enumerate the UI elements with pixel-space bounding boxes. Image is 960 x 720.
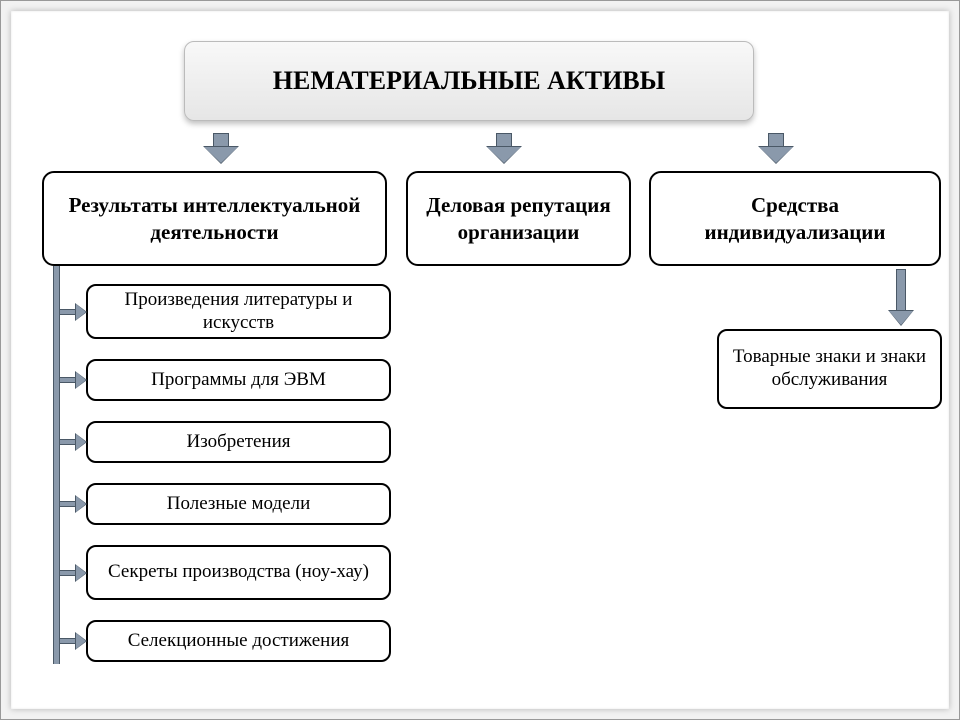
left-item-label: Секреты производства (ноу-хау) — [108, 561, 369, 584]
right-item-box: Товарные знаки и знаки обслуживания — [717, 329, 942, 409]
tree-trunk — [53, 266, 60, 664]
left-item-2: Изобретения — [86, 421, 391, 463]
left-item-label: Программы для ЭВМ — [151, 369, 326, 392]
category-label: Результаты интеллектуальной деятельности — [54, 192, 375, 245]
category-goodwill: Деловая репутация организации — [406, 171, 631, 266]
right-item-text: Товарные знаки и знаки обслуживания — [729, 346, 930, 392]
left-item-1: Программы для ЭВМ — [86, 359, 391, 401]
left-item-label: Произведения литературы и искусств — [98, 289, 379, 335]
left-item-label: Полезные модели — [167, 493, 310, 516]
diagram-canvas: НЕМАТЕРИАЛЬНЫЕ АКТИВЫ Результаты интелле… — [11, 11, 949, 709]
category-ident: Средства индивидуализации — [649, 171, 941, 266]
left-item-label: Изобретения — [186, 431, 290, 454]
left-item-4: Секреты производства (ноу-хау) — [86, 545, 391, 600]
category-results: Результаты интеллектуальной деятельности — [42, 171, 387, 266]
left-item-0: Произведения литературы и искусств — [86, 284, 391, 339]
category-label: Средства индивидуализации — [661, 192, 929, 245]
left-item-label: Селекционные достижения — [128, 630, 350, 653]
category-label: Деловая репутация организации — [418, 192, 619, 245]
diagram-title: НЕМАТЕРИАЛЬНЫЕ АКТИВЫ — [184, 41, 754, 121]
diagram-title-text: НЕМАТЕРИАЛЬНЫЕ АКТИВЫ — [273, 66, 665, 96]
left-item-5: Селекционные достижения — [86, 620, 391, 662]
left-item-3: Полезные модели — [86, 483, 391, 525]
